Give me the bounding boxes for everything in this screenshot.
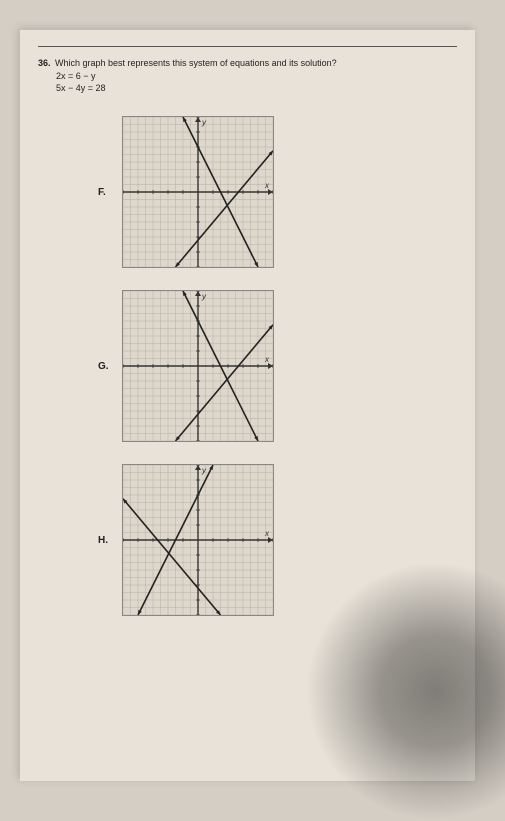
worksheet-page: 36. Which graph best represents this sys… bbox=[20, 30, 475, 781]
option-row-H: H. yx bbox=[98, 464, 457, 616]
separator-line bbox=[38, 46, 457, 47]
option-label-F: F. bbox=[98, 187, 112, 198]
question-line: 36. Which graph best represents this sys… bbox=[38, 53, 457, 71]
option-label-G: G. bbox=[98, 361, 112, 372]
option-label-H: H. bbox=[98, 535, 112, 546]
option-row-G: G. yx bbox=[98, 290, 457, 442]
graph-G: yx bbox=[122, 290, 274, 442]
equation-1: 2x = 6 − y bbox=[56, 71, 457, 83]
graph-H: yx bbox=[122, 464, 274, 616]
question-text: Which graph best represents this system … bbox=[55, 58, 337, 68]
option-row-F: F. yx bbox=[98, 116, 457, 268]
question-number: 36. bbox=[38, 58, 51, 68]
graph-F: yx bbox=[122, 116, 274, 268]
equation-2: 5x − 4y = 28 bbox=[56, 83, 457, 95]
